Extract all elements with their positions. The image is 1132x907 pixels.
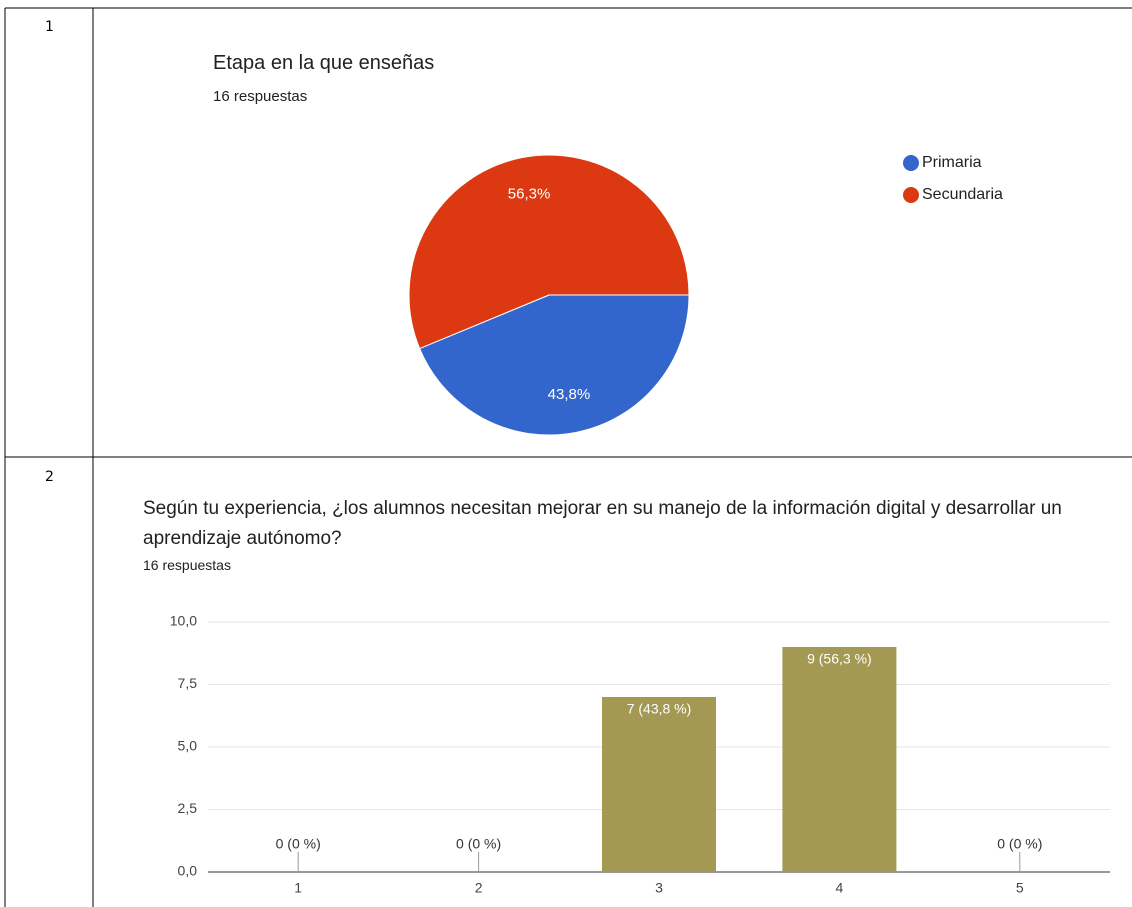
data-label: 43,8%	[548, 386, 591, 403]
y-tick-label: 10,0	[170, 613, 197, 629]
legend-swatch	[903, 155, 919, 171]
data-label: 0 (0 %)	[997, 836, 1042, 852]
x-tick-label: 2	[475, 880, 483, 896]
x-tick-label: 5	[1016, 880, 1024, 896]
row-number: 1	[45, 19, 54, 35]
pie-slice	[408, 154, 690, 350]
chart-title: Según tu experiencia, ¿los alumnos neces…	[143, 498, 1062, 549]
legend-label: Secundaria	[922, 186, 1003, 203]
x-tick-label: 1	[294, 880, 302, 896]
data-label: 9 (56,3 %)	[807, 651, 872, 667]
data-label: 0 (0 %)	[456, 836, 501, 852]
data-label: 0 (0 %)	[276, 836, 321, 852]
y-tick-label: 5,0	[178, 738, 198, 754]
data-label: 56,3%	[508, 186, 551, 203]
x-tick-label: 3	[655, 880, 663, 896]
chart-subtitle: 16 respuestas	[143, 557, 231, 573]
chart-subtitle: 16 respuestas	[213, 88, 308, 105]
y-tick-label: 0,0	[178, 863, 198, 879]
bar	[602, 697, 716, 872]
bar	[782, 647, 897, 872]
chart-title: Etapa en la que enseñas	[213, 52, 435, 74]
data-label: 7 (43,8 %)	[627, 701, 692, 717]
x-tick-label: 4	[836, 880, 844, 896]
y-tick-label: 2,5	[178, 800, 198, 816]
row-number: 2	[45, 469, 54, 485]
legend-label: Primaria	[922, 154, 982, 171]
pie-slice	[418, 294, 690, 436]
y-tick-label: 7,5	[178, 675, 198, 691]
legend-swatch	[903, 187, 919, 203]
